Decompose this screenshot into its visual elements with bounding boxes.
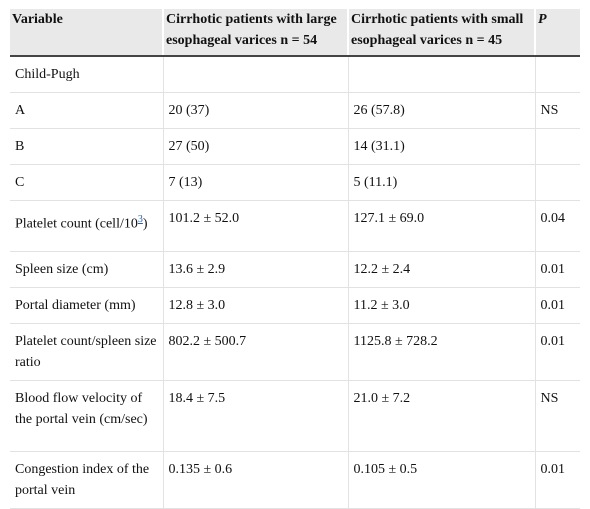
table-cell: Congestion index of the portal vein (10, 451, 164, 509)
table-cell: Platelet count (cell/103) (10, 200, 164, 252)
table-cell: NS (535, 92, 580, 129)
table-cell: Portal diameter (mm) (10, 287, 164, 324)
table-cell: 0.01 (535, 251, 580, 288)
page: {"table": { "header": ["Variable", "Cirr… (10, 9, 580, 509)
table-cell: 0.01 (535, 287, 580, 324)
table-cell: 0.01 (535, 451, 580, 509)
table-row: Congestion index of the portal vein 0.135… (10, 451, 580, 509)
table-row: Portal diameter (mm) 12.8 ± 3.0 11.2 ± 3.0… (10, 287, 580, 324)
table-cell (163, 56, 349, 93)
table-cell: NS (535, 380, 580, 452)
table-cell: Blood flow velocity of the portal vein (… (10, 380, 164, 452)
table-cell: 5 (11.1) (348, 164, 536, 201)
table-cell: A (10, 92, 164, 129)
table-cell: Spleen size (cm) (10, 251, 164, 288)
table-body: Child-Pugh A 20 (37) 26 (57.8) NS B 27 (50) 14 … (10, 56, 580, 509)
table-cell (535, 56, 580, 93)
header-cell: Cirrhotic patients with small esophageal… (348, 9, 536, 57)
table-cell (535, 164, 580, 201)
table-cell: 0.01 (535, 323, 580, 381)
superscript: 3 (138, 212, 143, 225)
header-cell: P (535, 9, 580, 57)
table-row: Blood flow velocity of the portal vein (… (10, 380, 580, 452)
table-cell: 12.8 ± 3.0 (163, 287, 349, 324)
table-cell: 26 (57.8) (348, 92, 536, 129)
table-cell: Child-Pugh (10, 56, 164, 93)
table-cell: 1125.8 ± 728.2 (348, 323, 536, 381)
cell-text: ) (142, 216, 148, 232)
table-cell: 101.2 ± 52.0 (163, 200, 349, 252)
cell-text: Platelet count (cell/10 (15, 216, 138, 232)
table-cell: 0.135 ± 0.6 (163, 451, 349, 509)
table-cell: 14 (31.1) (348, 128, 536, 165)
table-cell: 27 (50) (163, 128, 349, 165)
table-cell: C (10, 164, 164, 201)
table-cell: 11.2 ± 3.0 (348, 287, 536, 324)
table-cell: 20 (37) (163, 92, 349, 129)
table-row: B 27 (50) 14 (31.1) (10, 128, 580, 165)
table-cell: 18.4 ± 7.5 (163, 380, 349, 452)
table-cell: 0.105 ± 0.5 (348, 451, 536, 509)
table-cell: 802.2 ± 500.7 (163, 323, 349, 381)
table-row: A 20 (37) 26 (57.8) NS (10, 92, 580, 129)
table-cell: 127.1 ± 69.0 (348, 200, 536, 252)
header-row: Variable Cirrhotic patients with large es… (10, 9, 580, 57)
table-cell: 0.04 (535, 200, 580, 252)
table-row: Platelet count (cell/103) 101.2 ± 52.0 127… (10, 200, 580, 252)
table-cell: 13.6 ± 2.9 (163, 251, 349, 288)
table-cell (348, 56, 536, 93)
table-row: Child-Pugh (10, 56, 580, 93)
header-cell: Cirrhotic patients with large esophageal… (163, 9, 349, 57)
table-cell (535, 128, 580, 165)
data-table: Variable Cirrhotic patients with large es… (10, 9, 580, 509)
table-cell: 12.2 ± 2.4 (348, 251, 536, 288)
table-row: Spleen size (cm) 13.6 ± 2.9 12.2 ± 2.4 0.01 (10, 251, 580, 288)
table-cell: Platelet count/spleen size ratio (10, 323, 164, 381)
table-cell: 7 (13) (163, 164, 349, 201)
footnote-link[interactable]: 3 (137, 214, 143, 225)
table-row: Platelet count/spleen size ratio 802.2 ± … (10, 323, 580, 381)
table-cell: B (10, 128, 164, 165)
table-cell: 21.0 ± 7.2 (348, 380, 536, 452)
header-cell: Variable (10, 9, 164, 57)
